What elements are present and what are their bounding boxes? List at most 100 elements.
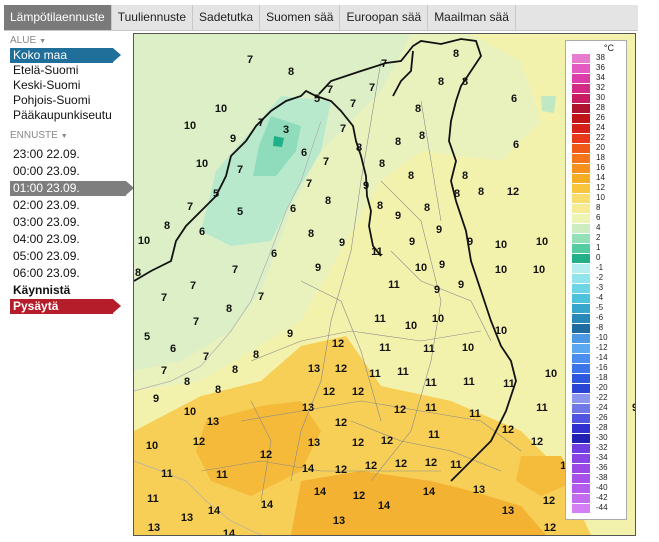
coldest-spot — [273, 136, 284, 147]
temperature-value: 5 — [314, 93, 320, 105]
temperature-value: 8 — [184, 376, 190, 388]
temperature-value: 7 — [161, 365, 167, 377]
time-item[interactable]: 05:00 23.09. — [13, 249, 80, 263]
temperature-value: 7 — [190, 280, 196, 292]
legend-unit: °C — [603, 43, 614, 53]
temperature-value: 8 — [325, 195, 331, 207]
legend-entry: -24 — [572, 403, 622, 413]
temperature-value: 9 — [434, 284, 440, 296]
temperature-value: 6 — [511, 93, 517, 105]
tab-finland-weather[interactable]: Suomen sää — [260, 5, 341, 30]
temperature-value: 11 — [423, 343, 435, 355]
region-heading[interactable]: ALUE ▼ — [10, 35, 47, 46]
legend-entry: 26 — [572, 113, 622, 123]
legend-entry: 16 — [572, 163, 622, 173]
legend-entry: 8 — [572, 203, 622, 213]
legend-entry: -26 — [572, 413, 622, 423]
legend-swatch — [572, 474, 590, 483]
legend-entry: -40 — [572, 483, 622, 493]
temperature-value: 8 — [164, 220, 170, 232]
legend-entry: -18 — [572, 373, 622, 383]
temperature-value: 10 — [533, 264, 545, 276]
temperature-value: 8 — [356, 142, 362, 154]
legend-swatch — [572, 284, 590, 293]
legend-label: -44 — [596, 503, 608, 512]
time-item[interactable]: 23:00 22.09. — [13, 147, 80, 161]
temperature-value: 12 — [543, 495, 555, 507]
time-item[interactable]: 02:00 23.09. — [13, 198, 80, 212]
legend-entry: 22 — [572, 133, 622, 143]
temperature-value: 7 — [258, 117, 264, 129]
legend-label: 12 — [596, 183, 605, 192]
legend-label: -42 — [596, 493, 608, 502]
legend-swatch — [572, 264, 590, 273]
region-item-central[interactable]: Keski-Suomi — [13, 78, 81, 92]
temperature-value: 12 — [531, 436, 543, 448]
tab-world-weather[interactable]: Maailman sää — [428, 5, 516, 30]
forecast-heading[interactable]: ENNUSTE ▼ — [10, 130, 68, 141]
tab-wind-forecast[interactable]: Tuuliennuste — [112, 5, 194, 30]
temperature-value: 12 — [335, 417, 347, 429]
region-item-capital-area[interactable]: Pääkaupunkiseutu — [13, 108, 112, 122]
temperature-value: 11 — [147, 493, 159, 505]
temperature-value: 9 — [363, 180, 369, 192]
temperature-value: 11 — [388, 279, 400, 291]
time-item[interactable]: 00:00 23.09. — [13, 164, 80, 178]
region-item-south[interactable]: Etelä-Suomi — [13, 63, 79, 77]
legend-entry: -38 — [572, 473, 622, 483]
tab-temperature-forecast[interactable]: Lämpötilaennuste — [4, 5, 112, 30]
time-item[interactable]: 04:00 23.09. — [13, 232, 80, 246]
legend-entry: -14 — [572, 353, 622, 363]
temperature-value: 11 — [161, 468, 173, 480]
time-item-selected[interactable]: 01:00 23.09. — [10, 181, 134, 196]
legend-swatch — [572, 174, 590, 183]
stop-button[interactable]: Pysäytä — [10, 299, 121, 314]
temperature-value: 11 — [216, 469, 228, 481]
temperature-value: 11 — [379, 342, 391, 354]
legend-swatch — [572, 134, 590, 143]
temperature-value: 8 — [288, 66, 294, 78]
legend-label: -12 — [596, 343, 608, 352]
temperature-value: 8 — [135, 267, 141, 279]
temperature-value: 8 — [415, 103, 421, 115]
temperature-value: 9 — [409, 236, 415, 248]
temperature-value: 10 — [545, 368, 557, 380]
temperature-value: 12 — [395, 458, 407, 470]
temperature-value: 6 — [199, 226, 205, 238]
legend-swatch — [572, 484, 590, 493]
region-item-north[interactable]: Pohjois-Suomi — [13, 93, 91, 107]
temperature-value: 11 — [536, 402, 548, 414]
temperature-value: 8 — [462, 170, 468, 182]
legend-label: -14 — [596, 353, 608, 362]
legend-label: -3 — [596, 283, 604, 292]
temperature-value: 12 — [425, 457, 437, 469]
legend-swatch — [572, 394, 590, 403]
legend-label: 14 — [596, 173, 605, 182]
temperature-value: 7 — [237, 164, 243, 176]
legend-swatch — [572, 94, 590, 103]
region-item-whole-country[interactable]: Koko maa — [10, 48, 121, 63]
legend-swatch — [572, 424, 590, 433]
temperature-value: 9 — [153, 393, 159, 405]
legend-swatch — [572, 154, 590, 163]
temperature-value: 11 — [503, 378, 515, 390]
legend-entry: 0 — [572, 253, 622, 263]
cool-spot-east — [541, 96, 556, 113]
temperature-value: 8 — [379, 158, 385, 170]
time-item[interactable]: 03:00 23.09. — [13, 215, 80, 229]
legend-label: 36 — [596, 63, 605, 72]
tab-rain-radar[interactable]: Sadetutka — [193, 5, 261, 30]
legend-label: 38 — [596, 53, 605, 62]
tab-bar: Lämpötilaennuste Tuuliennuste Sadetutka … — [4, 5, 638, 31]
temperature-value: 7 — [161, 292, 167, 304]
legend-swatch — [572, 124, 590, 133]
time-item[interactable]: 06:00 23.09. — [13, 266, 80, 280]
temperature-value: 12 — [353, 490, 365, 502]
legend-swatch — [572, 274, 590, 283]
legend-entry: -22 — [572, 393, 622, 403]
play-button[interactable]: Käynnistä — [13, 283, 71, 297]
legend-label: 22 — [596, 133, 605, 142]
temperature-value: 11 — [469, 408, 481, 420]
temperature-value: 13 — [302, 402, 314, 414]
tab-europe-weather[interactable]: Euroopan sää — [340, 5, 429, 30]
